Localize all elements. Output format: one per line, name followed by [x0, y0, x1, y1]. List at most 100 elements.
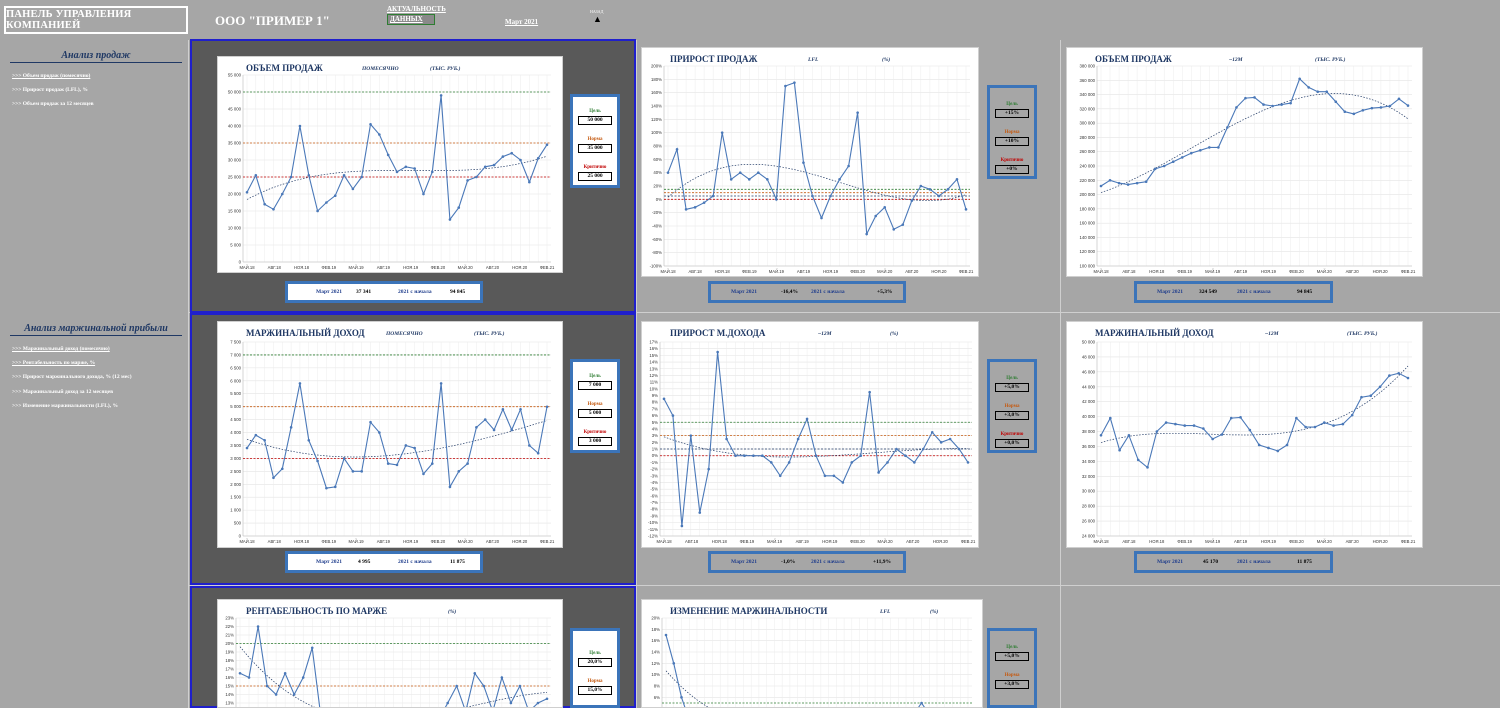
report-date[interactable]: Март 2021: [505, 18, 539, 26]
nav-margin-rate[interactable]: >>> Рентабельность по марже, %: [12, 360, 96, 366]
chart-margin-change-lfl[interactable]: 2%4%6%8%10%12%14%16%18%20% ИЗМЕНЕНИЕ МАР…: [641, 599, 983, 708]
data-point: [245, 191, 249, 194]
data-point: [787, 461, 791, 464]
data-point: [1108, 178, 1112, 182]
data-point: [892, 228, 896, 231]
data-point: [1316, 90, 1320, 94]
data-point: [369, 123, 372, 126]
nav-sales-lfl[interactable]: >>> Прирост продаж (LFL), %: [12, 87, 88, 93]
chart-sales-lfl[interactable]: -100% -80% -60% -40% -20% 0% 20% 40% 60% 80% 100% 1…: [641, 47, 979, 277]
nav-margin-growth[interactable]: >>> Прирост маржинального дохода, % (12 …: [12, 374, 132, 380]
margin-section-header: Анализ маржинальной прибыли: [10, 323, 182, 336]
critical-label: Критично: [583, 430, 607, 435]
target-value[interactable]: 7 000: [578, 381, 612, 390]
norm-value[interactable]: +3,0%: [995, 411, 1029, 420]
data-point: [466, 179, 469, 182]
data-point: [966, 461, 970, 464]
nav-margin-monthly[interactable]: >>> Маржинальный доход (помесячно): [12, 346, 110, 352]
actuality-select[interactable]: ДАННЫХ: [387, 14, 435, 25]
data-point: [1126, 183, 1130, 186]
data-point: [1257, 443, 1261, 447]
y-tick-label: 9%: [652, 393, 658, 398]
x-tick-label: ФЕВ.20: [850, 269, 865, 274]
y-tick-label: 38 000: [1082, 429, 1096, 434]
y-tick-label: 12%: [649, 373, 658, 378]
norm-value[interactable]: 15,0%: [578, 686, 612, 695]
y-tick-label: -20%: [652, 210, 662, 215]
target-value[interactable]: 50 000: [578, 116, 612, 125]
chart-margin-12m[interactable]: 24 000 26 000 28 000 30 000 32 000 34 000 36 0…: [1066, 321, 1423, 548]
x-tick-label: АВГ.19: [377, 265, 391, 270]
data-point: [725, 437, 728, 441]
data-point: [254, 174, 258, 177]
data-point: [921, 447, 925, 451]
critical-value[interactable]: +0%: [995, 165, 1029, 174]
data-point: [528, 444, 531, 447]
norm-value[interactable]: +3,0%: [995, 680, 1029, 689]
data-point: [1253, 96, 1256, 99]
norm-value[interactable]: +10%: [995, 137, 1029, 146]
chart-sales-12m[interactable]: 100 000 120 000 140 000 160 000 180 000 200 0…: [1066, 47, 1423, 277]
x-tick-label: МАЙ.19: [1205, 269, 1221, 274]
data-point: [536, 451, 540, 455]
x-tick-label: МАЙ.18: [660, 269, 676, 274]
chart-margin-monthly[interactable]: 0 500 1 000 1 500 2 000 2 500 3 000 3 500 4 000 4…: [217, 321, 563, 548]
x-tick-label: НОЯ.18: [294, 265, 310, 270]
chart-subtitle-units: (ТЫС. РУБ.): [430, 66, 461, 72]
nav-margin-12m[interactable]: >>> Маржинальный доход за 12 месяцев: [12, 389, 114, 395]
norm-value[interactable]: 5 000: [578, 409, 612, 418]
y-tick-label: 2%: [652, 440, 658, 445]
chart-margin-rate[interactable]: 11%12%13%14%15%16%17%18%19%20%21%22%23% …: [217, 599, 563, 708]
data-point: [473, 671, 477, 675]
x-tick-label: АВГ.20: [906, 539, 920, 544]
data-point: [413, 167, 416, 170]
data-point: [811, 194, 814, 198]
chart-sales-monthly[interactable]: 0 5 000 10 000 15 000 20 000 25 000 30 000 35 0…: [217, 56, 563, 273]
series-line: [239, 626, 548, 707]
data-point: [901, 223, 905, 226]
y-tick-label: 17%: [649, 340, 658, 345]
critical-value[interactable]: 3 000: [578, 437, 612, 446]
data-point: [247, 676, 251, 679]
data-point: [448, 485, 452, 489]
y-tick-label: 23%: [225, 616, 234, 621]
y-tick-label: 10%: [651, 672, 660, 677]
data-point: [716, 350, 719, 354]
y-tick-label: 5%: [652, 420, 658, 425]
summary-sales-lfl: Март 2021 -16,4% 2021 с начала +5,3%: [708, 281, 906, 303]
data-point: [360, 175, 364, 179]
row-divider: [188, 312, 1500, 313]
y-tick-label: 40%: [653, 170, 662, 175]
dashboard-button[interactable]: ПАНЕЛЬ УПРАВЛЕНИЯ КОМПАНИЕЙ: [4, 6, 188, 34]
y-tick-label: 6%: [654, 695, 660, 700]
data-point: [360, 470, 364, 473]
data-point: [1406, 376, 1410, 380]
x-tick-label: МАЙ.19: [349, 539, 365, 544]
data-point: [671, 414, 675, 417]
data-point: [466, 462, 469, 465]
x-tick-label: АВГ.20: [486, 265, 500, 270]
nav-up-arrow-icon[interactable]: ▲: [593, 14, 602, 24]
data-point: [430, 462, 434, 465]
nav-sales-12m[interactable]: >>> Объем продаж за 12 месяцев: [12, 101, 94, 107]
y-tick-label: 380 000: [1079, 64, 1095, 69]
data-point: [802, 161, 805, 164]
summary-ytd-value: +11,9%: [873, 559, 891, 565]
critical-value[interactable]: +0,0%: [995, 439, 1029, 448]
nav-margin-change-lfl[interactable]: >>> Изменение маржинальности (LFL), %: [12, 403, 118, 409]
chart-sales-lfl-plot: -100% -80% -60% -40% -20% 0% 20% 40% 60% 80% 100% 1…: [650, 64, 974, 275]
data-point: [904, 454, 907, 458]
chart-subtitle-units: (ТЫС. РУБ.): [474, 331, 505, 337]
target-value[interactable]: 20,0%: [578, 658, 612, 667]
nav-sales-monthly[interactable]: >>> Объем продаж (помесячно): [12, 73, 91, 79]
target-value[interactable]: +5,0%: [995, 652, 1029, 661]
summary-month: Март 2021: [1157, 289, 1184, 295]
target-value[interactable]: +15%: [995, 109, 1029, 118]
critical-value[interactable]: 25 000: [578, 172, 612, 181]
data-point: [301, 676, 305, 679]
x-tick-label: АВГ.19: [1234, 269, 1248, 274]
target-value[interactable]: +5,0%: [995, 383, 1029, 392]
critical-label: Критично: [1000, 158, 1024, 163]
norm-value[interactable]: 35 000: [578, 144, 612, 153]
chart-margin-growth[interactable]: -12% -11% -10% -9% -8% -7% -6% -5% -4% -3% -2% -1% 0…: [641, 321, 979, 548]
